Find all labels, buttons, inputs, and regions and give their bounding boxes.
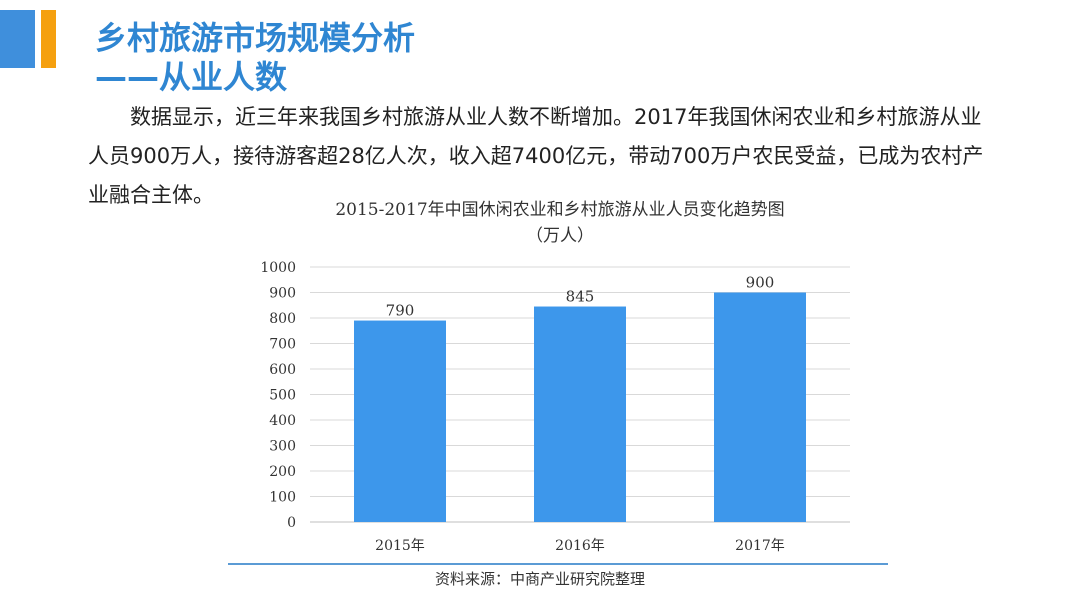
- data-label: 845: [566, 288, 595, 306]
- y-tick-label: 200: [269, 464, 296, 480]
- y-tick-label: 900: [269, 286, 296, 302]
- data-label: 790: [386, 302, 415, 320]
- label-layer: 0 100 200 300 400 500 600 700 800 900 1000 790 2015年…: [260, 260, 784, 554]
- accent-bar-blue: [0, 10, 35, 68]
- y-tick-label: 1000: [260, 260, 296, 276]
- y-tick-label: 800: [269, 311, 296, 327]
- bar-layer: [354, 292, 806, 522]
- y-tick-label: 100: [269, 490, 296, 506]
- x-tick-label: 2016年: [555, 538, 605, 554]
- x-tick-label: 2017年: [735, 538, 785, 554]
- source-note: 资料来源：中商产业研究院整理: [434, 570, 645, 588]
- accent-bar-orange: [41, 10, 56, 68]
- body-paragraph: 数据显示，近三年来我国乡村旅游从业人数不断增加。2017年我国休闲农业和乡村旅游…: [88, 105, 984, 207]
- bar-1: [354, 320, 446, 522]
- y-tick-label: 0: [287, 515, 296, 531]
- x-tick-label: 2015年: [375, 538, 425, 554]
- source-divider: [228, 563, 888, 565]
- data-label: 900: [746, 274, 775, 292]
- page-subtitle: ——从业人数: [95, 58, 288, 96]
- y-tick-label: 300: [269, 439, 296, 455]
- grid-layer: [310, 266, 850, 523]
- page-title: 乡村旅游市场规模分析: [95, 19, 416, 57]
- bar-2: [534, 306, 626, 522]
- chart-unit: （万人）: [526, 226, 594, 246]
- y-tick-label: 600: [269, 362, 296, 378]
- y-tick-label: 400: [269, 413, 296, 429]
- y-tick-label: 500: [269, 388, 296, 404]
- y-tick-label: 700: [269, 337, 296, 353]
- bar-3: [714, 292, 806, 522]
